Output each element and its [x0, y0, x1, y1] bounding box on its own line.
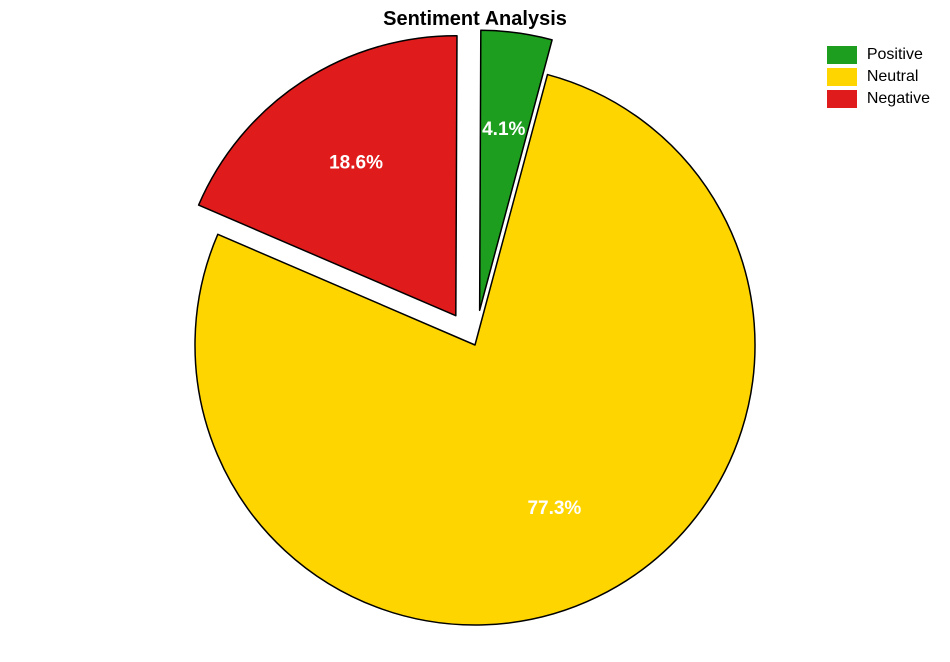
- slice-label: 4.1%: [482, 119, 525, 140]
- pie-chart: 77.3% 18.6% 4.1%: [0, 0, 950, 662]
- chart-container: { "chart": { "type": "pie", "title": "Se…: [0, 0, 950, 662]
- slice-label: 77.3%: [527, 498, 581, 519]
- slice-label: 18.6%: [329, 153, 383, 174]
